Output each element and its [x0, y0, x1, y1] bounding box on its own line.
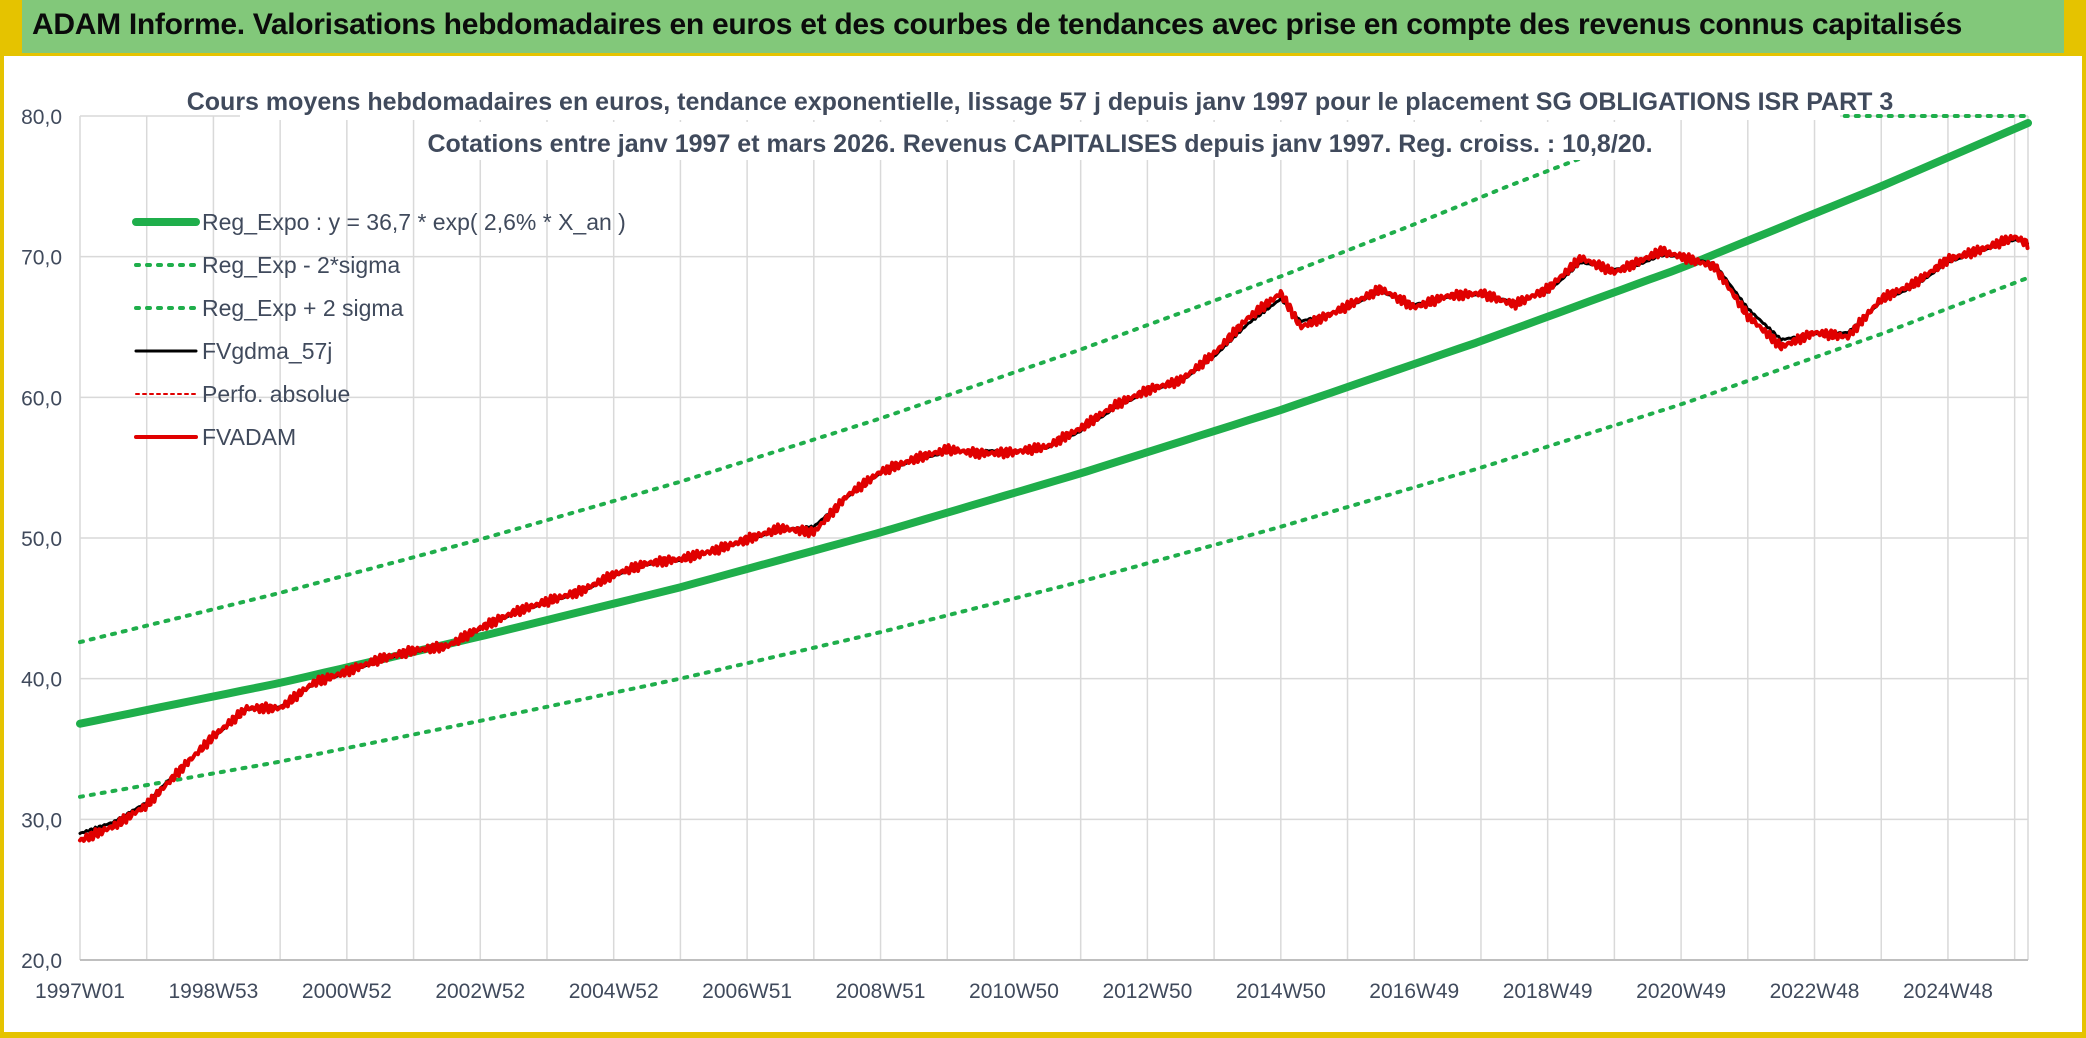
report-title: ADAM Informe. Valorisations hebdomadaire…: [32, 8, 1963, 41]
chart-area: 20,0 30,0 40,0 50,0 60,0 70,0 80,0 1997W01 1998W…: [0, 56, 2086, 1038]
x-tick-label: 2018W49: [1503, 980, 1593, 1003]
legend-label: Reg_Exp - 2*sigma: [202, 252, 400, 278]
x-tick-label: 2002W52: [435, 980, 525, 1003]
legend-label: Perfo. absolue: [202, 381, 350, 407]
legend-label: FVADAM: [202, 424, 296, 450]
x-tick-label: 2022W48: [1770, 980, 1860, 1003]
title-backdrop: [240, 80, 1840, 120]
y-tick-label: 50,0: [21, 528, 62, 551]
grid-lines: [79, 115, 2029, 961]
series-line-perfo: [79, 235, 2029, 842]
subtitle-backdrop: [440, 122, 1640, 160]
x-tick-label: 2020W49: [1636, 980, 1726, 1003]
y-tick-label: 30,0: [21, 809, 62, 832]
y-tick-label: 70,0: [21, 247, 62, 270]
x-tick-label: 2006W51: [702, 980, 792, 1003]
legend-label: FVgdma_57j: [202, 338, 332, 364]
legend: Reg_Expo : y = 36,7 * exp( 2,6% * X_an )…: [132, 209, 626, 450]
chart-svg: 20,0 30,0 40,0 50,0 60,0 70,0 80,0 1997W01 1998W…: [21, 80, 2032, 1003]
header-corner-right: [2064, 0, 2086, 56]
chart-subtitle: Cotations entre janv 1997 et mars 2026. …: [427, 130, 1652, 158]
legend-label: Reg_Exp + 2 sigma: [202, 295, 404, 321]
x-tick-label: 2000W52: [302, 980, 392, 1003]
x-tick-label: 2004W52: [569, 980, 659, 1003]
header-corner-left: [0, 0, 22, 56]
frame-bottom: [0, 1032, 2086, 1038]
x-tick-label: 2014W50: [1236, 980, 1326, 1003]
legend-label: Reg_Expo : y = 36,7 * exp( 2,6% * X_an ): [202, 209, 626, 235]
x-tick-label: 2024W48: [1903, 980, 1993, 1003]
x-tick-label: 2008W51: [836, 980, 926, 1003]
report-header: ADAM Informe. Valorisations hebdomadaire…: [0, 0, 2086, 56]
x-tick-label: 1998W53: [168, 980, 258, 1003]
frame-left: [0, 56, 4, 1038]
chart-title: Cours moyens hebdomadaires en euros, ten…: [187, 88, 1894, 116]
series-layer: [76, 114, 2032, 843]
chart-titles: Cours moyens hebdomadaires en euros, ten…: [187, 80, 1894, 160]
y-tick-label: 40,0: [21, 669, 62, 692]
x-tick-label: 2012W50: [1102, 980, 1192, 1003]
series-line-sigma-low: [78, 275, 2030, 799]
axes: 20,0 30,0 40,0 50,0 60,0 70,0 80,0 1997W01 1998W…: [21, 106, 2028, 1003]
y-tick-label: 80,0: [21, 106, 62, 129]
series-line-sigma-high: [78, 156, 1583, 645]
frame-right: [2082, 56, 2086, 1038]
x-tick-label: 1997W01: [35, 980, 125, 1003]
y-tick-label: 60,0: [21, 387, 62, 410]
y-tick-label: 20,0: [21, 950, 62, 973]
x-tick-label: 2016W49: [1369, 980, 1459, 1003]
x-tick-label: 2010W50: [969, 980, 1059, 1003]
